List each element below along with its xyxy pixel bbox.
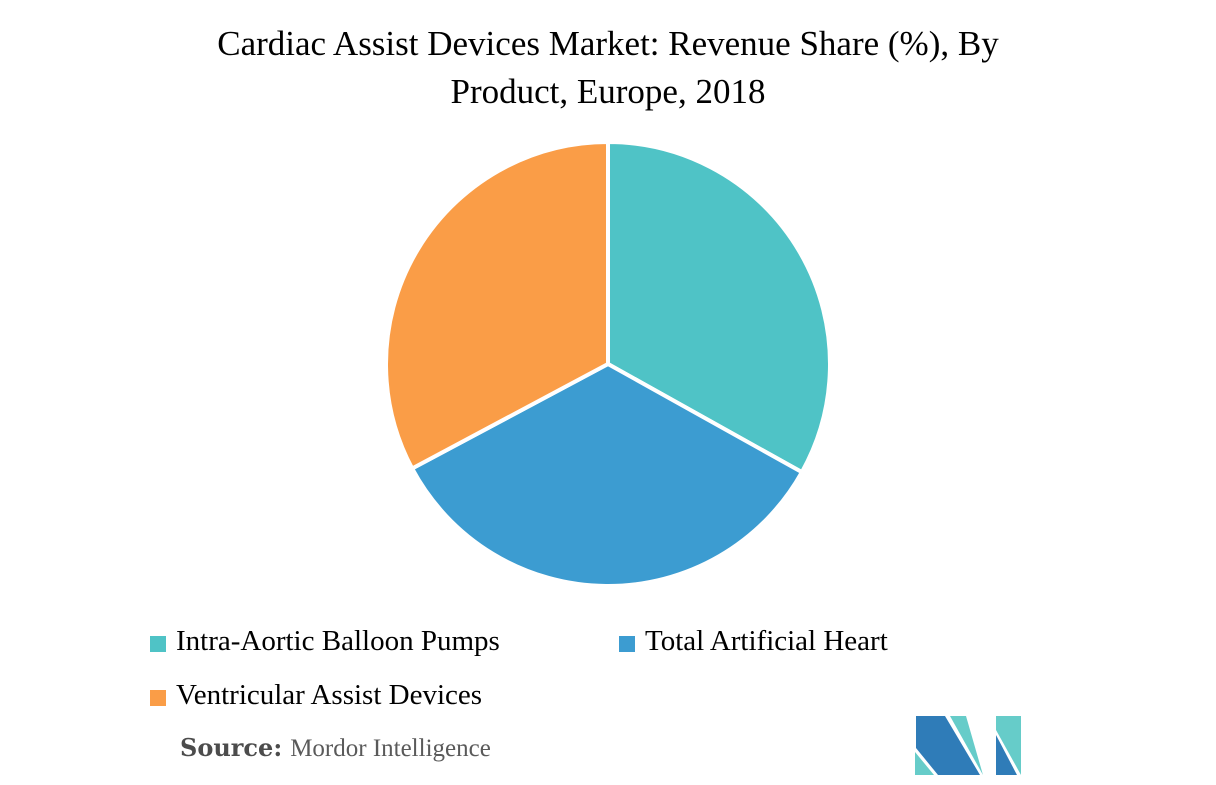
legend-item-total-artificial-heart: Total Artificial Heart	[619, 624, 888, 657]
legend-swatch-teal	[150, 636, 166, 652]
chart-title: Cardiac Assist Devices Market: Revenue S…	[98, 20, 1118, 116]
pie-slice-intra-aortic-balloon-pumps	[606, 140, 832, 475]
logo-left-slab	[916, 716, 980, 775]
pie-chart-area	[380, 136, 836, 592]
legend-label: Ventricular Assist Devices	[176, 678, 483, 711]
pie-slice-ventricular-assist-devices	[384, 140, 610, 471]
logo-middle-wedge	[950, 716, 983, 775]
logo-right-parallelogram	[996, 716, 1021, 775]
logo-right-triangle	[996, 735, 1017, 775]
legend-label: Intra-Aortic Balloon Pumps	[176, 624, 500, 657]
legend-swatch-orange	[150, 690, 166, 706]
legend-item-ventricular-assist-devices: Ventricular Assist Devices	[150, 678, 483, 711]
logo-bottom-left-triangle	[915, 752, 934, 775]
source-label: Source:	[180, 733, 283, 762]
pie-chart	[384, 140, 832, 588]
legend-item-intra-aortic-balloon-pumps: Intra-Aortic Balloon Pumps	[150, 624, 500, 657]
chart-title-line1: Cardiac Assist Devices Market: Revenue S…	[217, 24, 999, 63]
source-line: Source: Mordor Intelligence	[180, 733, 491, 763]
pie-slice-total-artificial-heart	[410, 362, 804, 588]
legend-label: Total Artificial Heart	[645, 624, 888, 657]
chart-title-line2: Product, Europe, 2018	[450, 72, 766, 111]
legend-swatch-blue	[619, 636, 635, 652]
mordor-intelligence-logo	[915, 716, 1021, 775]
source-text: Mordor Intelligence	[290, 735, 491, 762]
